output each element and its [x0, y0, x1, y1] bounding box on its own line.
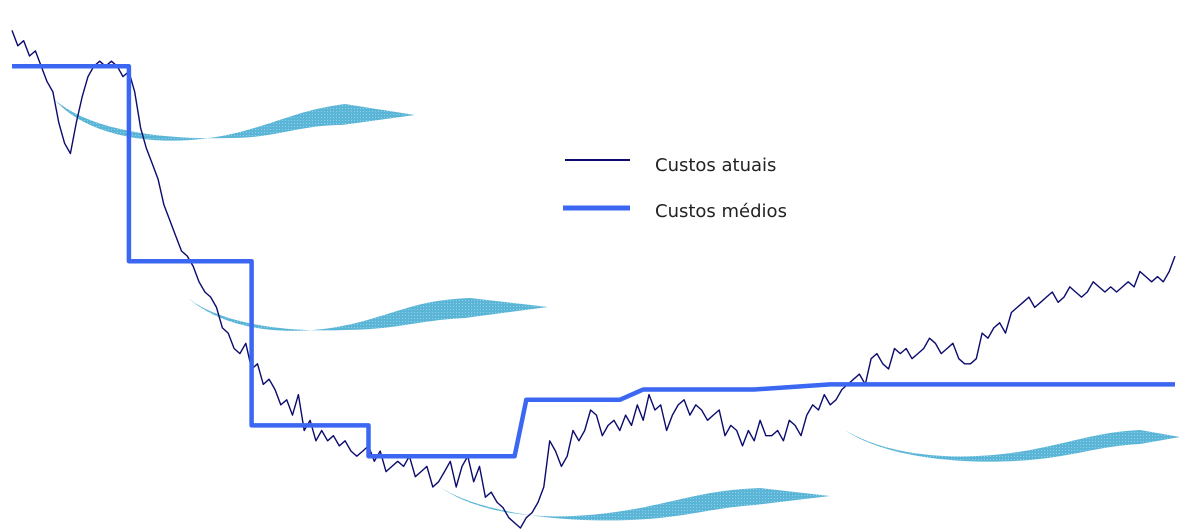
series-layer: [11, 30, 1176, 529]
legend-label-custos-medios: Custos médios: [655, 201, 787, 222]
arrow-annotation-1: [55, 100, 415, 141]
arrow-annotations: [55, 100, 1180, 521]
arrow-annotation-2: [188, 298, 548, 331]
series-line-custos-atuais: [11, 30, 1176, 529]
legend-label-custos-atuais: Custos atuais: [655, 155, 776, 176]
arrow-annotation-3: [440, 487, 830, 521]
legend: Custos atuais Custos médios: [563, 155, 787, 222]
series-line-custos-medios: [12, 64, 1175, 459]
arrow-annotation-4: [845, 430, 1180, 462]
